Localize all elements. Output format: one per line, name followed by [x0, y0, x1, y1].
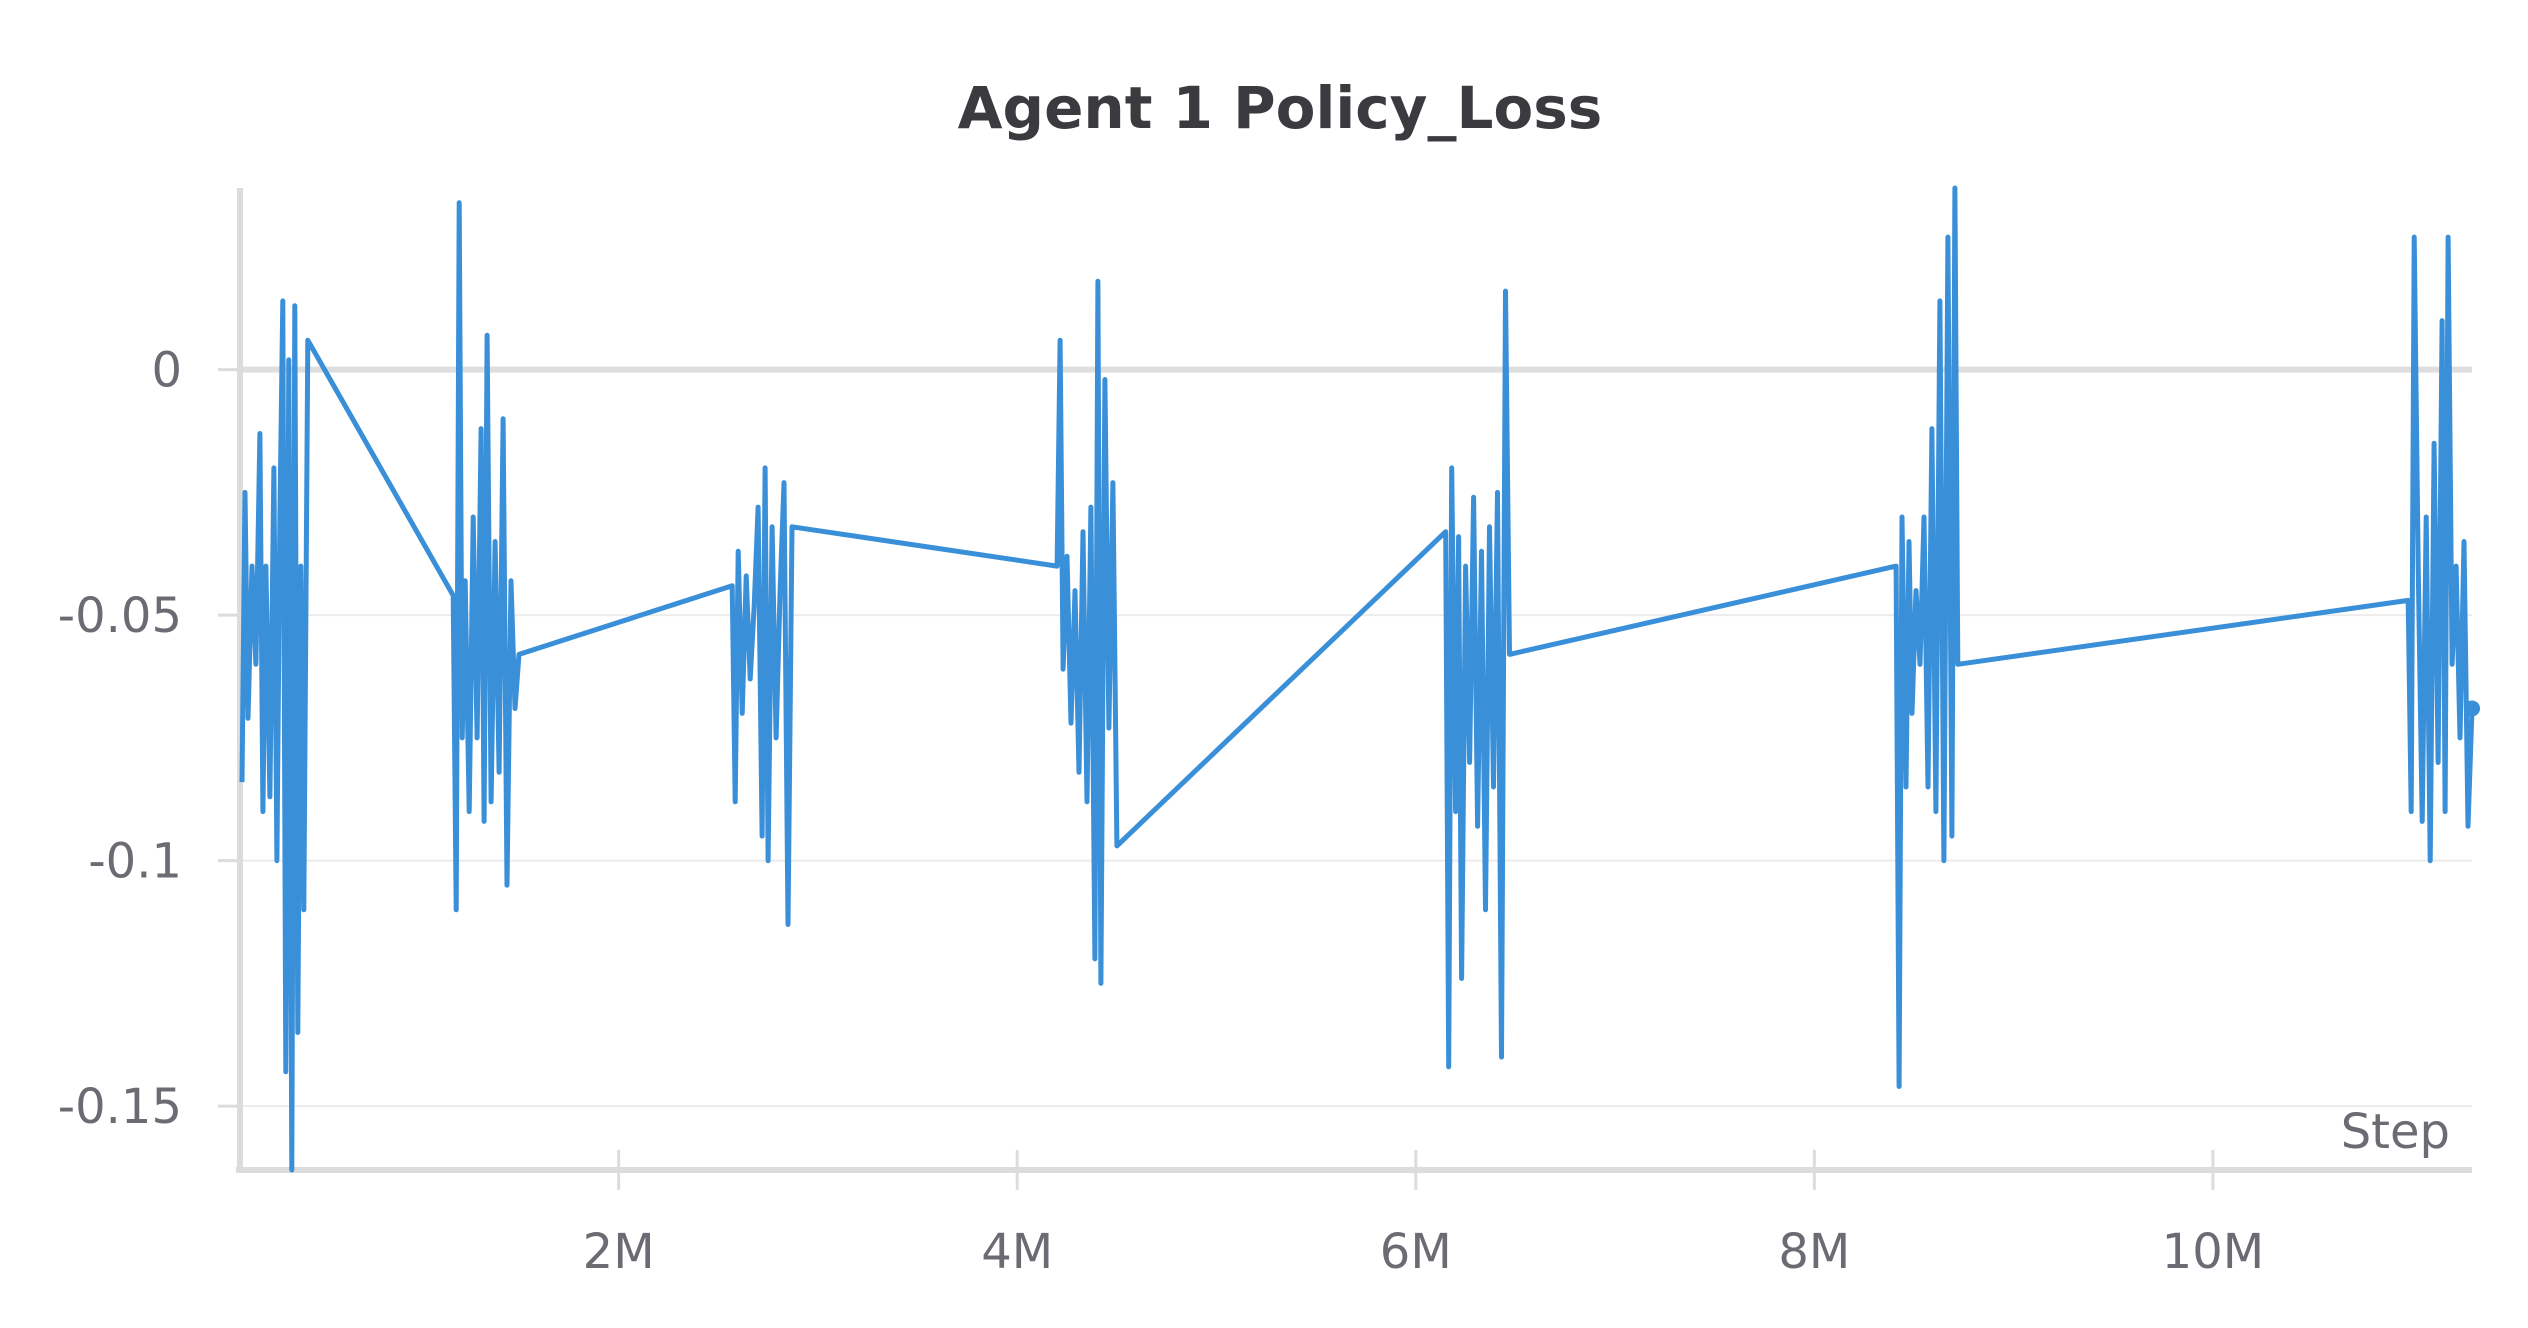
x-tick-label: 2M [583, 1224, 655, 1280]
x-tick-label: 10M [2162, 1224, 2265, 1280]
series-line [239, 185, 2475, 1173]
y-tick-label: -0.05 [58, 588, 182, 644]
y-tick-label: -0.1 [88, 834, 182, 890]
y-tick-label: 0 [151, 343, 182, 399]
y-tick-label: -0.15 [58, 1079, 182, 1135]
x-tick-label: 8M [1778, 1224, 1850, 1280]
series-end-point [2464, 700, 2480, 717]
x-axis-label: Step [2341, 1104, 2450, 1160]
plot-area [239, 185, 2480, 1173]
x-tick-label: 4M [981, 1224, 1053, 1280]
chart-title: Agent 1 Policy_Loss [958, 74, 1603, 142]
x-tick-label: 6M [1380, 1224, 1452, 1280]
x-ticks: 2M 4M 6M 8M 10M [583, 1150, 2265, 1280]
y-tick-labels: 0 -0.05 -0.1 -0.15 [58, 343, 182, 1136]
y-gridlines [218, 366, 2472, 1108]
